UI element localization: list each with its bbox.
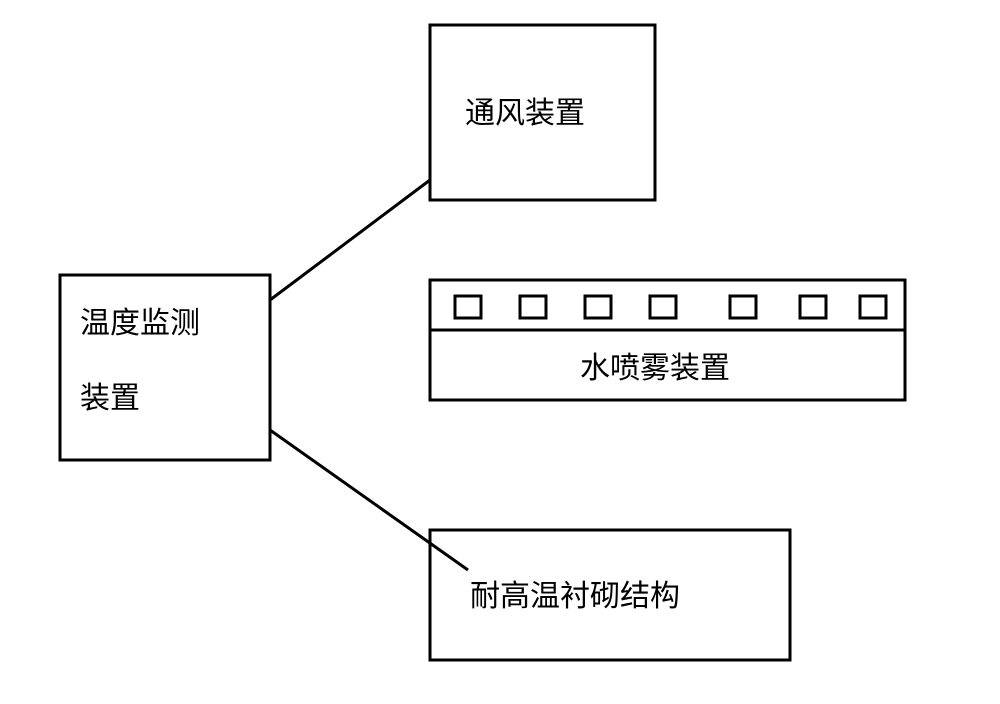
spray-nozzle-icon bbox=[650, 296, 676, 318]
connector-line bbox=[270, 430, 468, 570]
spray-label: 水喷雾装置 bbox=[580, 352, 730, 385]
refractory-label: 耐高温衬砌结构 bbox=[470, 580, 680, 613]
ventilation-label: 通风装置 bbox=[465, 97, 585, 130]
monitor-label-line1: 温度监测 bbox=[80, 307, 200, 340]
monitor-box bbox=[60, 275, 270, 460]
spray-nozzle-icon bbox=[730, 296, 756, 318]
spray-nozzle-icon bbox=[585, 296, 611, 318]
monitor-label-line2: 装置 bbox=[80, 382, 140, 415]
spray-nozzle-icon bbox=[455, 296, 481, 318]
spray-nozzle-icon bbox=[520, 296, 546, 318]
spray-nozzle-icon bbox=[860, 296, 886, 318]
spray-nozzle-icon bbox=[800, 296, 826, 318]
connector-line bbox=[270, 180, 430, 300]
